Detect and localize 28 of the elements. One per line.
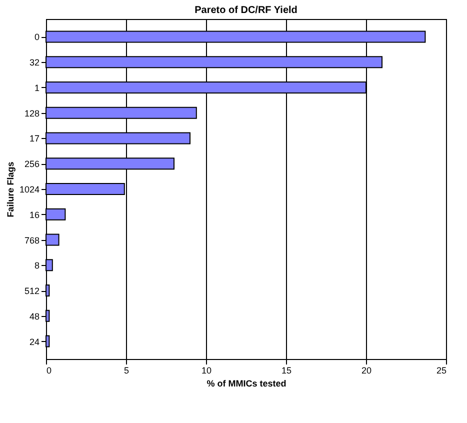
bar	[46, 234, 60, 246]
y-tick-label: 32	[29, 58, 40, 68]
bar	[46, 284, 50, 297]
y-tick-label: 48	[29, 311, 40, 322]
y-tick-label: 8	[34, 260, 40, 271]
x-tick-label: 0	[46, 366, 52, 376]
y-tick-label: 1	[34, 82, 40, 93]
y-tick-label: 768	[24, 235, 40, 246]
y-tick-label: 0	[34, 32, 40, 42]
y-tick-label: 128	[24, 108, 40, 118]
x-tick-label: 5	[124, 366, 130, 376]
x-axis-title: % of MMICs tested	[206, 378, 286, 388]
bar	[46, 259, 53, 272]
bar	[46, 208, 66, 220]
y-tick-label: 256	[24, 159, 40, 170]
y-tick-label: 1024	[19, 184, 40, 194]
x-tick-label: 15	[281, 366, 292, 376]
bar	[46, 310, 50, 322]
bar	[46, 335, 50, 348]
x-tick-label: 20	[361, 366, 372, 376]
y-axis-title: Failure Flags	[5, 162, 16, 218]
chart-title: Pareto of DC/RF Yield	[194, 5, 298, 16]
y-tick-label: 24	[29, 336, 40, 347]
y-tick-label: 17	[29, 134, 40, 144]
x-tick-label: 10	[201, 366, 212, 376]
y-tick-label: 16	[29, 210, 40, 220]
y-tick-label: 512	[24, 286, 40, 296]
x-tick-label: 25	[436, 366, 446, 376]
